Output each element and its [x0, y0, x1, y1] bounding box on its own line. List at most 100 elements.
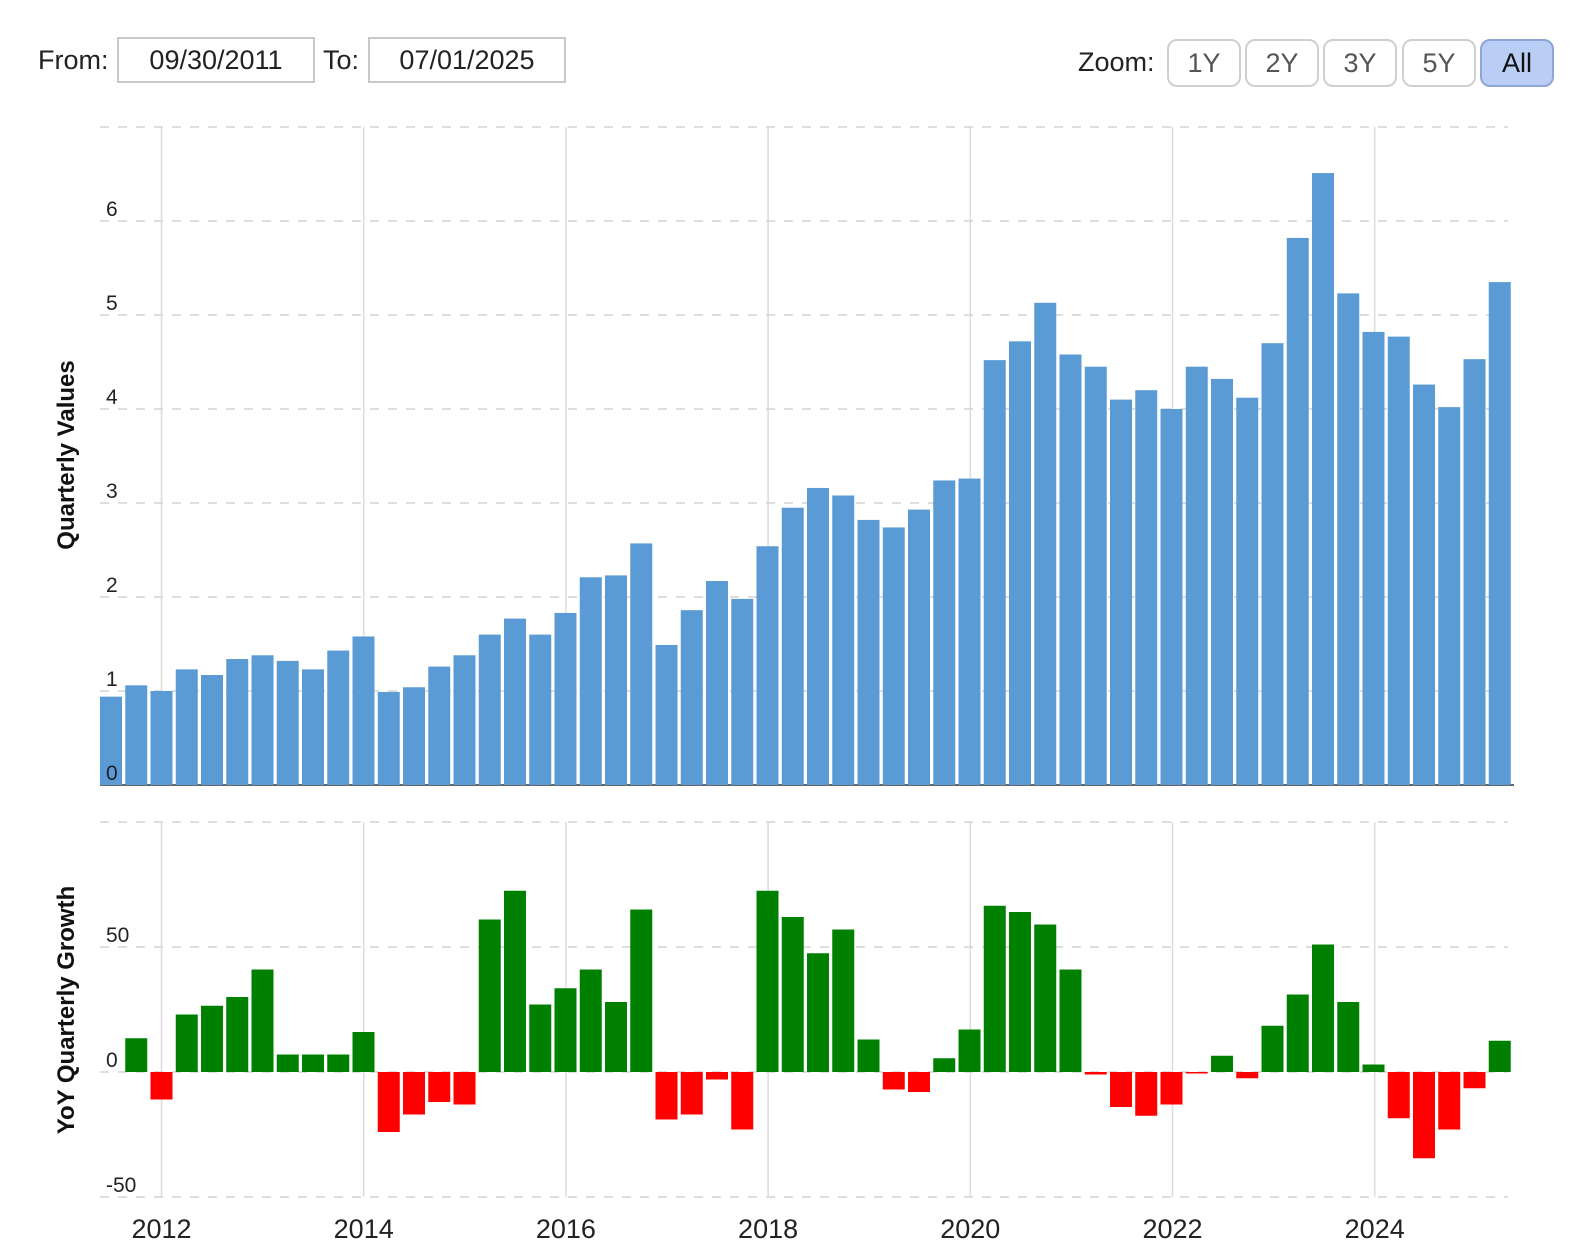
growth-bar-2012-06-30[interactable]	[175, 1014, 198, 1073]
value-bar-2022-12-31[interactable]	[1236, 397, 1259, 785]
growth-bar-2016-06-30[interactable]	[579, 969, 602, 1073]
growth-bar-2019-09-30[interactable]	[908, 1072, 930, 1092]
growth-bar-2024-09-30[interactable]	[1413, 1072, 1435, 1159]
value-bar-2018-09-30[interactable]	[807, 487, 829, 785]
value-bar-2014-12-31[interactable]	[428, 666, 451, 785]
value-bar-2021-03-31[interactable]	[1059, 354, 1082, 785]
value-bar-2014-09-30[interactable]	[403, 687, 425, 785]
value-bar-2018-12-31[interactable]	[832, 495, 855, 785]
growth-bar-2014-09-30[interactable]	[403, 1072, 425, 1115]
value-bar-2017-12-31[interactable]	[731, 598, 754, 785]
value-bar-2022-06-30[interactable]	[1185, 366, 1208, 785]
growth-bar-2023-09-30[interactable]	[1312, 944, 1334, 1073]
growth-bar-2015-12-31[interactable]	[529, 1004, 552, 1073]
value-bar-2023-12-31[interactable]	[1337, 293, 1360, 785]
growth-bar-2021-06-30[interactable]	[1084, 1072, 1107, 1075]
growth-bar-2019-06-30[interactable]	[882, 1072, 905, 1090]
growth-bar-2022-03-31[interactable]	[1160, 1072, 1183, 1105]
value-bar-2020-12-31[interactable]	[1034, 302, 1057, 785]
value-bar-2020-03-31[interactable]	[958, 478, 981, 785]
value-bar-2015-03-31[interactable]	[453, 655, 476, 785]
value-bar-2021-09-30[interactable]	[1110, 399, 1132, 785]
growth-bar-2011-12-31[interactable]	[125, 1038, 148, 1072]
value-bar-2013-06-30[interactable]	[276, 660, 299, 785]
value-bar-2018-03-31[interactable]	[756, 546, 779, 785]
value-bar-2022-03-31[interactable]	[1160, 409, 1183, 785]
growth-bar-2018-03-31[interactable]	[756, 890, 779, 1072]
from-date-input[interactable]	[117, 37, 315, 83]
growth-bar-2020-12-31[interactable]	[1034, 924, 1057, 1073]
value-bar-2014-06-30[interactable]	[377, 691, 400, 785]
growth-bar-2012-09-30[interactable]	[201, 1005, 223, 1072]
value-bar-2016-03-31[interactable]	[554, 612, 577, 785]
growth-bar-2017-03-31[interactable]	[655, 1072, 678, 1120]
value-bar-2022-09-30[interactable]	[1211, 378, 1233, 785]
growth-bar-2014-03-31[interactable]	[352, 1032, 375, 1072]
growth-bar-2024-06-30[interactable]	[1387, 1072, 1410, 1119]
growth-bar-2022-09-30[interactable]	[1211, 1055, 1233, 1072]
value-bar-2017-09-30[interactable]	[706, 581, 728, 785]
value-bar-2016-09-30[interactable]	[605, 575, 627, 785]
growth-bar-2021-09-30[interactable]	[1110, 1072, 1132, 1107]
value-bar-2018-06-30[interactable]	[781, 507, 804, 785]
value-bar-2023-09-30[interactable]	[1312, 173, 1334, 785]
growth-bar-2019-03-31[interactable]	[857, 1039, 880, 1073]
zoom-2y-button[interactable]: 2Y	[1245, 39, 1319, 87]
growth-bar-2013-12-31[interactable]	[327, 1054, 350, 1073]
value-bar-2012-09-30[interactable]	[201, 675, 223, 785]
value-bar-2016-06-30[interactable]	[579, 577, 602, 785]
growth-bar-2015-06-30[interactable]	[478, 919, 501, 1073]
value-bar-2025-03-31[interactable]	[1463, 359, 1486, 785]
growth-bar-2013-03-31[interactable]	[251, 969, 274, 1073]
value-bar-2015-09-30[interactable]	[504, 618, 526, 785]
value-bar-2019-03-31[interactable]	[857, 519, 880, 785]
value-bar-2012-03-31[interactable]	[150, 691, 173, 785]
growth-bar-2012-03-31[interactable]	[150, 1072, 173, 1100]
value-bar-2015-06-30[interactable]	[478, 634, 501, 785]
value-bar-2011-12-31[interactable]	[125, 685, 148, 785]
value-bar-2015-12-31[interactable]	[529, 634, 552, 785]
growth-bar-2023-06-30[interactable]	[1286, 994, 1309, 1073]
growth-bar-2015-09-30[interactable]	[504, 890, 526, 1072]
zoom-5y-button[interactable]: 5Y	[1402, 39, 1476, 87]
value-bar-2014-03-31[interactable]	[352, 636, 375, 785]
value-bar-2016-12-31[interactable]	[630, 543, 653, 785]
zoom-all-button[interactable]: All	[1480, 39, 1554, 87]
growth-bar-2023-12-31[interactable]	[1337, 1002, 1360, 1072]
growth-bar-2014-12-31[interactable]	[428, 1072, 451, 1102]
value-bar-2024-09-30[interactable]	[1413, 384, 1435, 785]
value-bar-2021-06-30[interactable]	[1084, 366, 1107, 785]
value-bar-2013-12-31[interactable]	[327, 650, 350, 785]
growth-bar-2017-09-30[interactable]	[706, 1072, 728, 1080]
growth-bar-2025-03-31[interactable]	[1463, 1072, 1486, 1089]
growth-bar-2018-09-30[interactable]	[807, 953, 829, 1072]
growth-bar-2021-12-31[interactable]	[1135, 1072, 1158, 1116]
value-bar-2012-06-30[interactable]	[175, 669, 198, 785]
growth-bar-2014-06-30[interactable]	[377, 1072, 400, 1132]
to-date-input[interactable]	[368, 37, 566, 83]
zoom-3y-button[interactable]: 3Y	[1323, 39, 1397, 87]
growth-bar-2013-09-30[interactable]	[302, 1054, 324, 1073]
value-bar-2013-09-30[interactable]	[302, 669, 324, 785]
growth-bar-2018-12-31[interactable]	[832, 929, 855, 1073]
value-bar-2017-06-30[interactable]	[680, 610, 703, 785]
growth-bar-2019-12-31[interactable]	[933, 1058, 956, 1072]
growth-bar-2020-09-30[interactable]	[1009, 912, 1031, 1072]
value-bar-2024-06-30[interactable]	[1387, 336, 1410, 785]
growth-bar-2017-06-30[interactable]	[680, 1072, 703, 1115]
growth-bar-2023-03-31[interactable]	[1261, 1025, 1284, 1072]
value-bar-2020-09-30[interactable]	[1009, 341, 1031, 785]
value-bar-2025-06-30[interactable]	[1488, 282, 1511, 785]
value-bar-2023-06-30[interactable]	[1286, 237, 1309, 786]
growth-bar-2022-12-31[interactable]	[1236, 1072, 1259, 1079]
value-bar-2019-09-30[interactable]	[908, 509, 930, 785]
value-bar-2019-12-31[interactable]	[933, 480, 956, 785]
growth-bar-2024-12-31[interactable]	[1438, 1072, 1461, 1130]
value-bar-2012-12-31[interactable]	[226, 659, 249, 785]
growth-bar-2025-06-30[interactable]	[1488, 1040, 1511, 1072]
growth-bar-2020-06-30[interactable]	[983, 905, 1006, 1072]
growth-bar-2021-03-31[interactable]	[1059, 969, 1082, 1073]
growth-bar-2024-03-31[interactable]	[1362, 1064, 1385, 1073]
value-bar-2019-06-30[interactable]	[882, 527, 905, 785]
value-bar-2020-06-30[interactable]	[983, 360, 1006, 785]
